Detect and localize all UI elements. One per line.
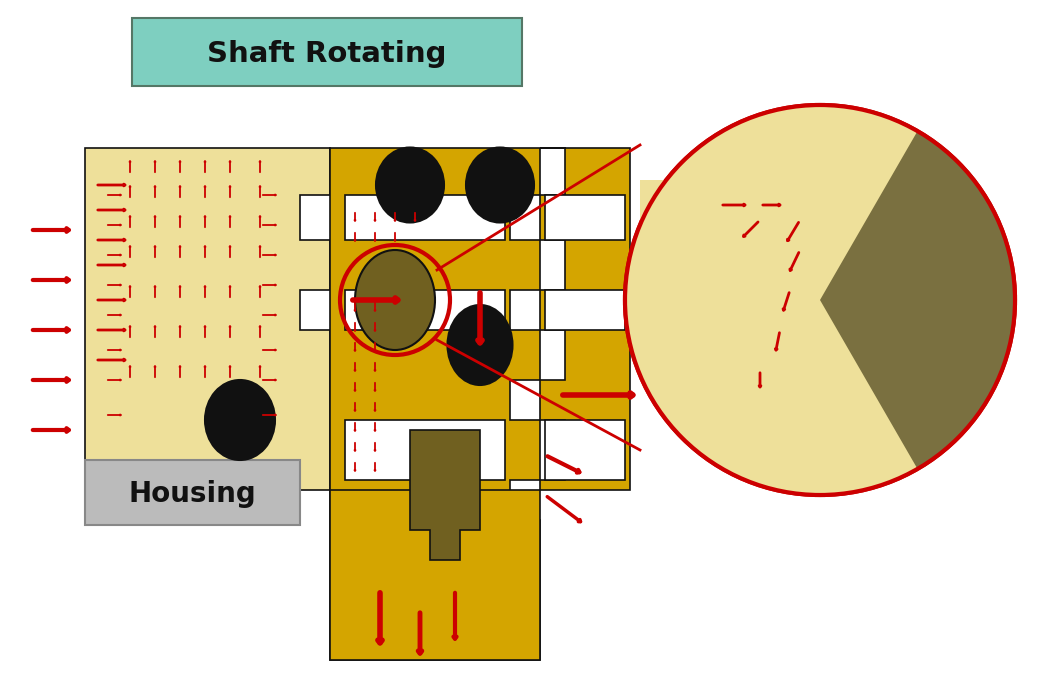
Bar xyxy=(345,290,505,330)
Bar xyxy=(345,420,505,480)
Circle shape xyxy=(625,105,1015,495)
Bar xyxy=(545,290,625,330)
Polygon shape xyxy=(541,148,630,490)
Text: Shaft Rotating: Shaft Rotating xyxy=(207,40,447,68)
Polygon shape xyxy=(330,490,541,660)
Polygon shape xyxy=(330,148,541,660)
Circle shape xyxy=(625,105,1015,495)
Ellipse shape xyxy=(205,380,275,460)
Bar xyxy=(132,18,522,86)
Bar xyxy=(85,460,300,525)
Polygon shape xyxy=(641,180,820,420)
Ellipse shape xyxy=(376,148,444,223)
Wedge shape xyxy=(820,131,1015,469)
Text: Housing: Housing xyxy=(128,480,255,508)
Bar xyxy=(545,420,625,480)
Bar xyxy=(545,195,625,240)
Ellipse shape xyxy=(466,148,534,223)
Ellipse shape xyxy=(355,250,435,350)
Polygon shape xyxy=(410,430,480,560)
Bar xyxy=(345,195,505,240)
Ellipse shape xyxy=(448,305,513,385)
Polygon shape xyxy=(85,148,330,520)
